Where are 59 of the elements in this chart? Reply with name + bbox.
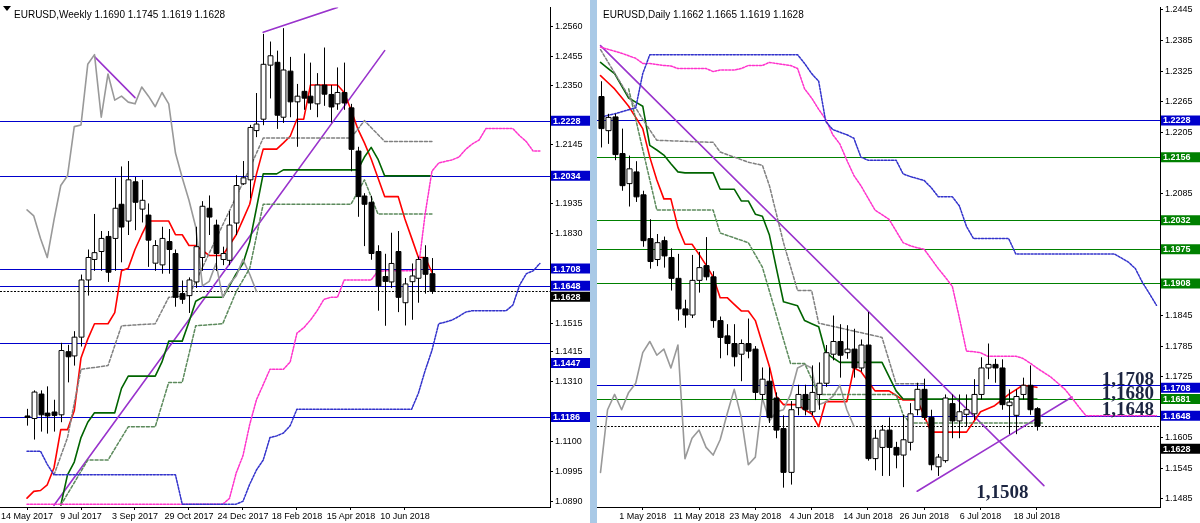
x-tick-label: 18 Feb 2018 (271, 510, 323, 521)
x-tick-label: 6 Jul 2018 (959, 510, 1002, 521)
x-tick-label: 10 Jun 2018 (380, 510, 430, 521)
ref-line-label: 1.2228 (553, 115, 581, 126)
ref-line-label: 1.1628 (553, 291, 581, 302)
y-tick-label: 1.1605 (1165, 432, 1193, 443)
y-tick-label: 1.1725 (1165, 371, 1193, 382)
x-tick-label: 3 Sep 2017 (111, 510, 159, 521)
ref-line-label: 1.2156 (1163, 152, 1191, 163)
ref-line-label: 1.1628 (1163, 443, 1191, 454)
chart-title: EURUSD,Weekly 1.1690 1.1745 1.1619 1.1628 (14, 9, 226, 21)
y-tick-label: 1.1100 (555, 436, 582, 447)
ref-line-label: 1.1708 (1163, 382, 1191, 393)
ref-line-label: 1.1975 (1163, 244, 1191, 255)
y-tick-label: 1.1415 (555, 346, 583, 357)
y-tick-label: 1.2205 (1165, 126, 1193, 137)
y-tick-label: 1.2145 (555, 138, 583, 149)
ref-line-label: 1.1186 (553, 412, 581, 423)
x-tick-label: 14 Jun 2018 (843, 510, 893, 521)
x-tick-label: 18 Jul 2018 (1013, 510, 1061, 521)
y-tick-label: 1.1830 (555, 228, 583, 239)
ref-line-label: 1.1908 (1163, 278, 1191, 289)
y-tick-label: 1.2445 (1165, 4, 1193, 15)
x-tick-label: 4 Jun 2018 (789, 510, 834, 521)
x-tick-label: 1 May 2018 (619, 510, 667, 521)
y-tick-label: 1.2325 (1165, 65, 1193, 76)
x-tick-label: 23 May 2018 (729, 510, 782, 521)
ref-line-label: 1.1648 (553, 280, 581, 291)
y-tick-label: 1.1845 (1165, 310, 1193, 320)
y-tick-label: 1.1515 (555, 317, 583, 328)
y-tick-label: 1.2560 (555, 20, 583, 31)
y-tick-label: 1.0995 (555, 465, 583, 476)
y-tick-label: 1.2085 (1165, 187, 1193, 198)
x-tick-label: 24 Dec 2017 (217, 510, 269, 521)
ref-line-label: 1.1648 (1163, 410, 1191, 421)
y-tick-label: 1.1935 (555, 198, 583, 209)
ref-line-label: 1.2032 (1163, 215, 1191, 226)
annotation: 1,1508 (976, 481, 1029, 503)
y-tick-label: 1.0890 (555, 495, 583, 506)
x-tick-label: 29 Oct 2017 (164, 510, 214, 521)
y-tick-label: 1.2350 (555, 80, 583, 91)
y-tick-label: 1.1545 (1165, 462, 1193, 473)
y-tick-label: 1.2385 (1165, 34, 1193, 45)
y-tick-label: 1.2455 (555, 50, 583, 61)
y-tick-label: 1.1785 (1165, 340, 1193, 351)
chart-title: EURUSD,Daily 1.1662 1.1665 1.1619 1.1628 (603, 9, 805, 21)
ref-line-label: 1.1447 (553, 357, 581, 368)
x-tick-label: 14 May 2017 (0, 510, 54, 521)
x-tick-label: 9 Jul 2017 (60, 510, 102, 521)
y-tick-label: 1.1485 (1165, 493, 1193, 504)
ref-line-label: 1.2228 (1163, 115, 1191, 126)
ref-line-label: 1.1708 (553, 263, 581, 274)
y-tick-label: 1.2265 (1165, 96, 1193, 107)
y-tick-label: 1.1310 (555, 376, 583, 387)
x-tick-label: 15 Apr 2018 (326, 510, 376, 521)
x-tick-label: 11 May 2018 (673, 510, 725, 521)
ref-line-label: 1.1681 (1163, 394, 1191, 405)
x-tick-label: 26 Jun 2018 (899, 510, 950, 521)
ref-line-label: 1.2034 (553, 170, 581, 181)
